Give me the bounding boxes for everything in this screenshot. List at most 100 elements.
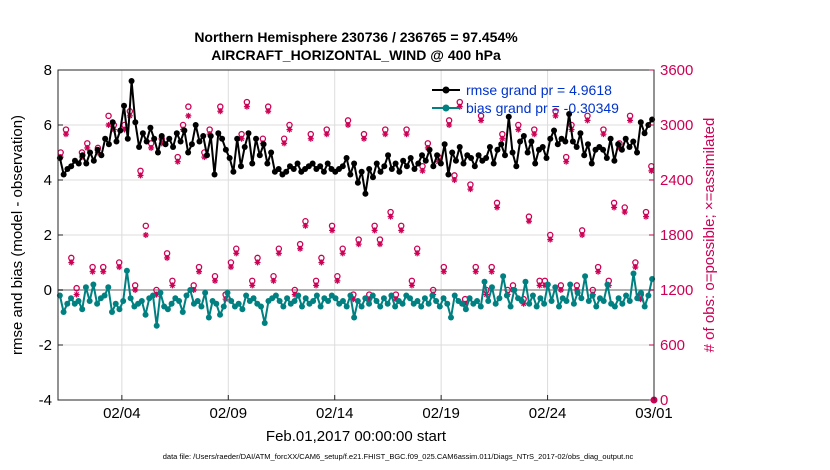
rmse-point xyxy=(139,130,146,137)
obs-assimilated-marker xyxy=(478,117,485,124)
obs-assimilated-marker xyxy=(451,177,458,183)
bias-point xyxy=(392,303,399,310)
obs-assimilated-marker xyxy=(398,227,405,234)
obs-assimilated-marker xyxy=(494,204,501,211)
obs-assimilated-marker xyxy=(595,268,602,275)
rmse-point xyxy=(626,144,633,150)
bias-point xyxy=(447,314,454,321)
bias-point xyxy=(563,298,570,304)
rmse-point xyxy=(351,160,358,167)
obs-assimilated-marker xyxy=(600,131,607,138)
rmse-point xyxy=(554,141,561,148)
bias-point xyxy=(60,309,67,315)
obs-assimilated-marker xyxy=(89,268,96,275)
obs-assimilated-marker xyxy=(547,236,554,243)
bias-point xyxy=(425,300,432,307)
obs-assimilated-marker xyxy=(227,264,234,271)
chart-title: Northern Hemisphere 230736 / 236765 = 97… xyxy=(194,29,518,45)
y-axis-label-left: rmse and bias (model - observation) xyxy=(9,115,26,355)
rmse-point xyxy=(400,157,407,164)
bias-point xyxy=(366,300,373,307)
obs-assimilated-marker xyxy=(557,287,564,293)
obs-assimilated-marker xyxy=(371,227,378,234)
obs-assimilated-marker xyxy=(621,209,628,216)
bias-point xyxy=(213,300,220,307)
rmse-point xyxy=(452,157,459,164)
x-tick-label: 02/24 xyxy=(529,405,567,422)
obs-assimilated-marker xyxy=(132,287,139,293)
rmse-point xyxy=(517,138,524,145)
bias-point xyxy=(552,284,559,291)
rmse-point xyxy=(343,155,350,161)
bias-point xyxy=(220,303,227,310)
rmse-point xyxy=(358,168,365,175)
rmse-point xyxy=(113,138,120,145)
rmse-point xyxy=(354,179,361,186)
rmse-point xyxy=(222,146,229,153)
legend: rmse grand pr = 4.9618 bias grand pr = -… xyxy=(432,82,619,116)
rmse-point xyxy=(320,168,327,175)
rmse-point xyxy=(87,149,94,156)
rmse-point xyxy=(166,135,173,142)
bias-point xyxy=(235,300,242,307)
bias-point xyxy=(541,300,548,307)
rmse-point xyxy=(324,160,331,167)
obs-assimilated-marker xyxy=(211,277,218,284)
bias-point xyxy=(623,292,630,299)
bias-point xyxy=(138,298,145,304)
obs-assimilated-marker xyxy=(355,241,362,248)
obs-assimilated-marker xyxy=(164,254,171,261)
rmse-point xyxy=(147,124,154,131)
x-tick-label: 02/04 xyxy=(103,405,141,422)
bias-point xyxy=(217,311,224,318)
obs-assimilated-marker xyxy=(323,131,330,138)
bias-point xyxy=(507,303,514,310)
bias-point xyxy=(261,320,268,326)
rmse-point xyxy=(634,149,641,156)
rmse-point xyxy=(483,155,490,161)
obs-assimilated-marker xyxy=(286,126,293,133)
rmse-point xyxy=(486,144,493,150)
bias-point xyxy=(354,298,361,304)
rmse-point xyxy=(581,152,588,159)
bias-point xyxy=(239,306,246,313)
bias-point xyxy=(477,303,484,310)
obs-possible-marker xyxy=(73,284,80,292)
rmse-point xyxy=(366,166,373,172)
bias-point xyxy=(399,300,406,307)
obs-assimilated-marker xyxy=(552,112,559,119)
obs-assimilated-marker xyxy=(243,103,250,110)
rmse-point xyxy=(83,160,90,167)
x-axis-label: Feb.01,2017 00:00:00 start xyxy=(266,428,447,445)
bias-point xyxy=(421,295,428,302)
rmse-point xyxy=(543,155,550,161)
rmse-point xyxy=(105,141,112,148)
rmse-point xyxy=(456,144,463,150)
obs-assimilated-marker xyxy=(169,282,176,289)
rmse-point xyxy=(132,119,139,126)
bias-point xyxy=(433,298,440,304)
bias-point xyxy=(634,295,641,302)
rmse-point xyxy=(200,133,207,139)
rmse-point xyxy=(162,141,169,148)
bias-point xyxy=(112,300,119,307)
bias-point xyxy=(291,298,298,304)
bias-point xyxy=(79,306,86,313)
bias-point xyxy=(332,295,339,302)
rmse-point xyxy=(630,138,637,145)
rmse-point xyxy=(211,171,218,178)
bias-point xyxy=(68,295,75,302)
rmse-point xyxy=(430,163,437,170)
bias-point xyxy=(440,295,447,302)
obs-assimilated-marker xyxy=(536,282,543,289)
obs-possible-marker xyxy=(142,222,150,230)
rmse-point xyxy=(611,157,618,164)
bias-point xyxy=(645,292,652,299)
bias-point xyxy=(488,284,495,291)
obs-assimilated-marker xyxy=(68,259,75,266)
bias-point xyxy=(276,298,283,304)
bias-point xyxy=(518,298,525,304)
bias-point xyxy=(168,300,175,307)
obs-assimilated-marker xyxy=(387,213,394,220)
